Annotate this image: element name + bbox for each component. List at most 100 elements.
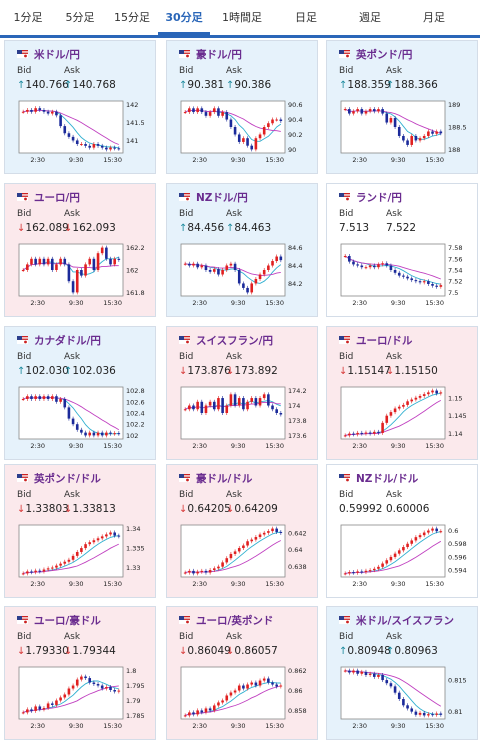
pair-name[interactable]: ユーロ/円 bbox=[34, 191, 80, 204]
x-tick-label: 15:30 bbox=[103, 722, 122, 730]
price-chart[interactable]: 1.15 1.145 1.14 2:30 9:30 15:30 bbox=[339, 385, 475, 455]
bid-label: Bid bbox=[179, 632, 194, 642]
card-title[interactable]: 米ドル/スイスフラン bbox=[339, 613, 454, 627]
price-chart[interactable]: 174.2 174 173.8 173.6 2:30 9:30 15:30 bbox=[179, 385, 315, 455]
card-title[interactable]: ユーロ/豪ドル bbox=[17, 613, 101, 627]
card-title[interactable]: 英ポンド/ドル bbox=[17, 471, 101, 485]
timeframe-tabs: 1分足 5分足 15分足 30分足 1時間足 日足 週足 月足 bbox=[0, 0, 480, 38]
arrow-up-icon: ↑ bbox=[339, 80, 348, 91]
card-title[interactable]: 豪ドル/ドル bbox=[179, 471, 252, 485]
arrow-down-icon: ↓ bbox=[17, 223, 26, 234]
rate-card[interactable]: 英ポンド/ドル Bid Ask ↓1.33803 ↓1.33813 1.34 1.335 1.… bbox=[4, 464, 156, 598]
tab-3[interactable]: 30分足 bbox=[158, 0, 210, 35]
pair-name[interactable]: 豪ドル/ドル bbox=[196, 472, 253, 485]
x-tick-label: 9:30 bbox=[391, 299, 406, 307]
pair-name[interactable]: ユーロ/豪ドル bbox=[34, 614, 101, 627]
card-title[interactable]: ユーロ/英ポンド bbox=[179, 613, 273, 627]
rate-card[interactable]: 英ポンド/円 Bid Ask ↑188.359 ↑188.366 189 188.5 188 2… bbox=[326, 40, 478, 174]
rate-card[interactable]: ユーロ/豪ドル Bid Ask ↓1.79330 ↓1.79344 1.8 1.795 1.7… bbox=[4, 606, 156, 740]
price-chart[interactable]: 0.862 0.86 0.858 2:30 9:30 15:30 bbox=[179, 665, 315, 735]
rate-card[interactable]: NZドル/ドル Bid Ask 0.59992 0.60006 0.6 0.598 0.596… bbox=[326, 464, 478, 598]
candle bbox=[343, 255, 347, 257]
card-title[interactable]: スイスフラン/円 bbox=[179, 333, 273, 347]
card-title[interactable]: 米ドル/円 bbox=[17, 47, 80, 61]
card-title[interactable]: ユーロ/ドル bbox=[339, 333, 412, 347]
candle bbox=[372, 431, 376, 434]
card-title[interactable]: 英ポンド/円 bbox=[339, 47, 412, 61]
ask-value-text: 0.60006 bbox=[386, 503, 430, 515]
tab-7[interactable]: 月足 bbox=[423, 11, 445, 24]
ch-jp-flag-icon bbox=[179, 336, 190, 344]
pair-name[interactable]: 米ドル/スイスフラン bbox=[356, 614, 455, 627]
pair-name[interactable]: 英ポンド/ドル bbox=[34, 472, 101, 485]
candle bbox=[262, 270, 266, 275]
rate-card[interactable]: カナダドル/円 Bid Ask ↑102.030 ↑102.036 102.8 102.6 1… bbox=[4, 326, 156, 460]
pair-name[interactable]: 米ドル/円 bbox=[34, 48, 80, 61]
price-chart[interactable]: 162.2 162 161.8 2:30 9:30 15:30 bbox=[17, 242, 153, 312]
rate-card[interactable]: ユーロ/円 Bid Ask ↓162.089 ↓162.093 162.2 162 161.8… bbox=[4, 183, 156, 317]
pair-name[interactable]: 豪ドル/円 bbox=[196, 48, 242, 61]
pair-name[interactable]: ユーロ/ドル bbox=[356, 334, 413, 347]
rate-card[interactable]: 豪ドル/ドル Bid Ask ↓0.64205 ↓0.64209 0.642 0.64 0.6… bbox=[166, 464, 318, 598]
tab-0[interactable]: 1分足 bbox=[13, 11, 43, 24]
ask-value-text: 1.15150 bbox=[394, 365, 438, 377]
card-title[interactable]: ランド/円 bbox=[339, 190, 402, 204]
price-chart[interactable]: 0.642 0.64 0.638 2:30 9:30 15:30 bbox=[179, 523, 315, 593]
pair-name[interactable]: ランド/円 bbox=[356, 191, 402, 204]
price-chart[interactable]: 84.6 84.4 84.2 2:30 9:30 15:30 bbox=[179, 242, 315, 312]
candle bbox=[397, 550, 401, 554]
price-chart[interactable]: 1.34 1.335 1.33 2:30 9:30 15:30 bbox=[17, 523, 153, 593]
pair-name[interactable]: 英ポンド/円 bbox=[356, 48, 413, 61]
candle bbox=[34, 108, 37, 112]
tab-6[interactable]: 週足 bbox=[359, 11, 381, 24]
price-chart[interactable]: 7.58 7.56 7.54 7.52 7.5 2:30 9:30 15:30 bbox=[339, 242, 475, 312]
card-title[interactable]: 豪ドル/円 bbox=[179, 47, 242, 61]
candle bbox=[377, 431, 380, 433]
pair-name[interactable]: スイスフラン/円 bbox=[196, 334, 274, 347]
ask-value: ↓173.892 bbox=[226, 365, 278, 377]
card-title[interactable]: カナダドル/円 bbox=[17, 333, 101, 347]
card-title[interactable]: NZドル/ドル bbox=[339, 471, 418, 485]
rate-card[interactable]: ユーロ/ドル Bid Ask ↓1.15147 ↓1.15150 1.15 1.145 1.1… bbox=[326, 326, 478, 460]
pair-name[interactable]: ユーロ/英ポンド bbox=[196, 614, 274, 627]
rate-card[interactable]: 米ドル/円 Bid Ask ↑140.766 ↑140.768 142 141.5 141 2:… bbox=[4, 40, 156, 174]
price-chart[interactable]: 0.815 0.81 2:30 9:30 15:30 bbox=[339, 665, 475, 735]
pair-name[interactable]: NZドル/円 bbox=[196, 191, 248, 204]
candle bbox=[26, 396, 29, 399]
candle bbox=[410, 278, 414, 281]
tab-1[interactable]: 5分足 bbox=[65, 11, 95, 24]
rate-card[interactable]: ランド/円 Bid Ask 7.513 7.522 7.58 7.56 7.54 7.52 7.5… bbox=[326, 183, 478, 317]
tab-5[interactable]: 日足 bbox=[295, 11, 317, 24]
pair-name[interactable]: NZドル/ドル bbox=[356, 472, 419, 485]
tab-2[interactable]: 15分足 bbox=[114, 11, 150, 24]
pair-name[interactable]: カナダドル/円 bbox=[34, 334, 101, 347]
candle bbox=[254, 537, 258, 540]
rate-card[interactable]: 豪ドル/円 Bid Ask ↑90.381 ↑90.386 90.6 90.4 90.2 90 2… bbox=[166, 40, 318, 174]
x-tick-label: 9:30 bbox=[231, 156, 246, 164]
tab-4[interactable]: 1時間足 bbox=[222, 11, 262, 24]
card-title[interactable]: NZドル/円 bbox=[179, 190, 248, 204]
y-tick-label: 102.4 bbox=[126, 410, 145, 418]
rate-card[interactable]: 米ドル/スイスフラン Bid Ask ↑0.80948 ↑0.80963 0.815 0.8… bbox=[326, 606, 478, 740]
rate-card[interactable]: ユーロ/英ポンド Bid Ask ↓0.86049 ↓0.86057 0.862 0.86 0… bbox=[166, 606, 318, 740]
price-chart[interactable]: 0.6 0.598 0.596 0.594 2:30 9:30 15:30 bbox=[339, 523, 475, 593]
x-tick-label: 2:30 bbox=[192, 442, 207, 450]
candle bbox=[88, 145, 92, 148]
candle bbox=[418, 712, 422, 715]
rate-card[interactable]: スイスフラン/円 Bid Ask ↓173.876 ↓173.892 174.2 174 17… bbox=[166, 326, 318, 460]
price-chart[interactable]: 90.6 90.4 90.2 90 2:30 9:30 15:30 bbox=[179, 99, 315, 169]
rate-card[interactable]: NZドル/円 Bid Ask ↑84.456 ↑84.463 84.6 84.4 84.2 2:… bbox=[166, 183, 318, 317]
price-chart[interactable]: 142 141.5 141 2:30 9:30 15:30 bbox=[17, 99, 153, 169]
price-chart[interactable]: 1.8 1.795 1.79 1.785 2:30 9:30 15:30 bbox=[17, 665, 153, 735]
ask-value: ↑102.036 bbox=[64, 365, 116, 377]
bid-label: Bid bbox=[17, 490, 32, 500]
x-tick-label: 9:30 bbox=[69, 580, 84, 588]
candle bbox=[389, 683, 393, 687]
card-title[interactable]: ユーロ/円 bbox=[17, 190, 80, 204]
ask-label: Ask bbox=[226, 352, 243, 362]
price-chart[interactable]: 189 188.5 188 2:30 9:30 15:30 bbox=[339, 99, 475, 169]
x-tick-label: 2:30 bbox=[30, 580, 45, 588]
price-chart[interactable]: 102.8 102.6 102.4 102.2 102 2:30 9:30 15:30 bbox=[17, 385, 153, 455]
candle bbox=[372, 673, 376, 677]
candle bbox=[204, 570, 208, 573]
